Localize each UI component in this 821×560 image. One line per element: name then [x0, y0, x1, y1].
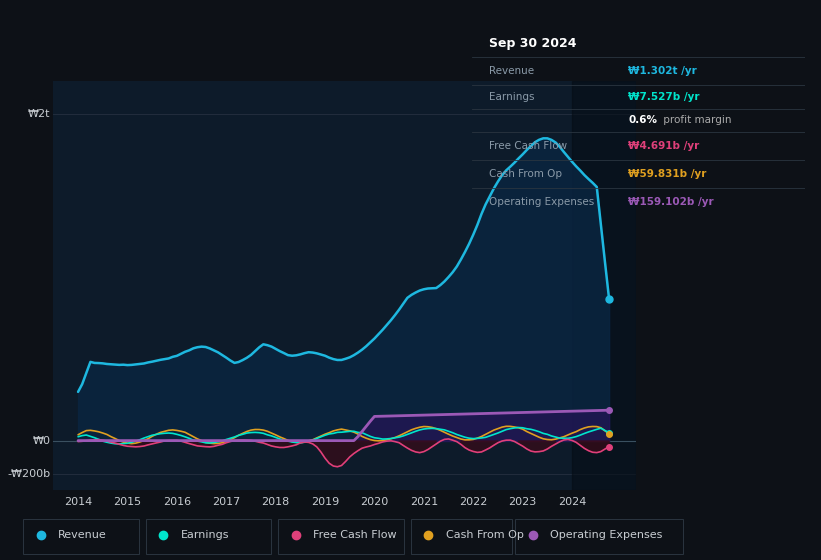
- Text: ₩4.691b /yr: ₩4.691b /yr: [628, 141, 699, 151]
- Text: Free Cash Flow: Free Cash Flow: [313, 530, 397, 540]
- Text: 2016: 2016: [163, 497, 191, 507]
- Text: -₩200b: -₩200b: [7, 469, 50, 479]
- Text: 2018: 2018: [262, 497, 290, 507]
- Text: ₩1.302t /yr: ₩1.302t /yr: [628, 66, 697, 76]
- Text: Cash From Op: Cash From Op: [488, 169, 562, 179]
- Text: ₩7.527b /yr: ₩7.527b /yr: [628, 92, 699, 101]
- Text: Cash From Op: Cash From Op: [446, 530, 524, 540]
- Text: Sep 30 2024: Sep 30 2024: [488, 38, 576, 50]
- Text: 2017: 2017: [212, 497, 241, 507]
- Text: 2021: 2021: [410, 497, 438, 507]
- Text: Revenue: Revenue: [488, 66, 534, 76]
- Text: 2019: 2019: [311, 497, 339, 507]
- Text: Revenue: Revenue: [58, 530, 107, 540]
- Text: 2014: 2014: [64, 497, 92, 507]
- Text: ₩159.102b /yr: ₩159.102b /yr: [628, 197, 714, 207]
- Text: Earnings: Earnings: [488, 92, 534, 101]
- Text: 0.6%: 0.6%: [628, 115, 658, 125]
- Text: 2020: 2020: [360, 497, 388, 507]
- Text: 2015: 2015: [113, 497, 141, 507]
- Bar: [572, 81, 636, 490]
- Text: 2022: 2022: [459, 497, 488, 507]
- Text: ₩59.831b /yr: ₩59.831b /yr: [628, 169, 707, 179]
- Text: 2023: 2023: [508, 497, 537, 507]
- Text: Free Cash Flow: Free Cash Flow: [488, 141, 566, 151]
- Text: Operating Expenses: Operating Expenses: [550, 530, 663, 540]
- Text: profit margin: profit margin: [660, 115, 732, 125]
- Text: ₩0: ₩0: [33, 436, 50, 446]
- Text: Operating Expenses: Operating Expenses: [488, 197, 594, 207]
- Text: ₩2t: ₩2t: [28, 109, 50, 119]
- Text: 2024: 2024: [557, 497, 586, 507]
- Text: Earnings: Earnings: [181, 530, 229, 540]
